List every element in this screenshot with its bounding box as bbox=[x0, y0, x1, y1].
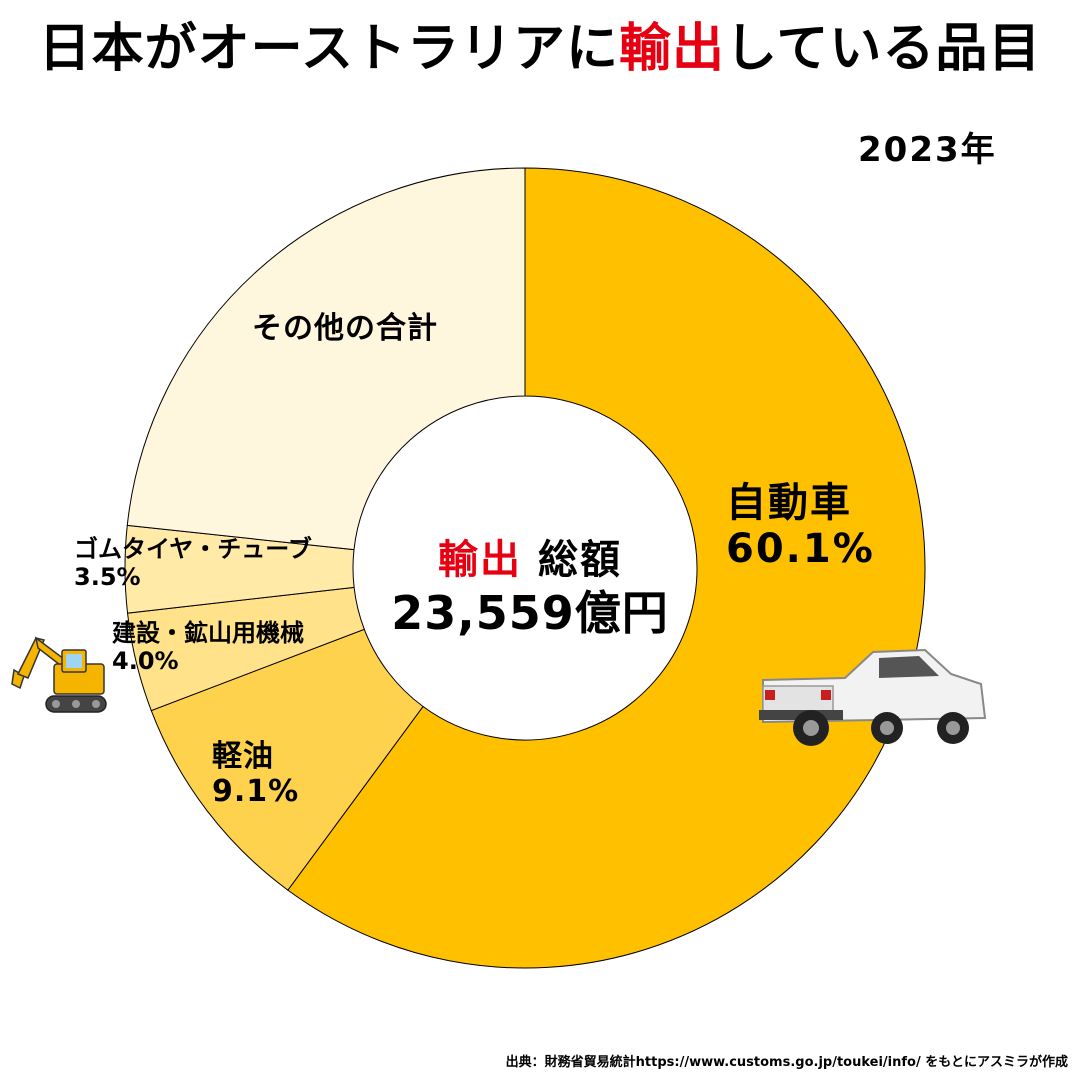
slice-cars bbox=[287, 167, 926, 969]
slice-value-diesel: 9.1% bbox=[212, 773, 300, 809]
slice-value-machinery: 4.0% bbox=[112, 646, 179, 675]
slice-label-tires: ゴムタイヤ・チューブ 3.5% bbox=[74, 535, 312, 591]
slice-label-diesel: 軽油 9.1% bbox=[212, 739, 300, 809]
slice-name-cars: 自動車 bbox=[726, 480, 852, 526]
center-label-highlight: 輸出 bbox=[438, 537, 523, 583]
slice-diesel bbox=[150, 628, 424, 891]
center-summary: 輸出 総額 23,559億円 bbox=[380, 535, 680, 643]
slice-value-cars: 60.1% bbox=[726, 526, 875, 572]
year-label: 2023年 bbox=[858, 130, 997, 170]
pickup-truck-icon bbox=[759, 648, 987, 746]
slice-others bbox=[126, 167, 526, 551]
slice-name-others: その他の合計 bbox=[252, 311, 438, 346]
title-highlight: 輸出 bbox=[618, 19, 725, 79]
slice-name-machinery: 建設・鉱山用機械 bbox=[112, 619, 304, 647]
slice-label-machinery: 建設・鉱山用機械 4.0% bbox=[112, 619, 304, 675]
slice-value-tires: 3.5% bbox=[74, 562, 141, 591]
center-label: 総額 bbox=[537, 537, 622, 583]
slice-name-diesel: 軽油 bbox=[212, 739, 274, 774]
chart-title: 日本がオーストラリアに輸出している品目 bbox=[0, 6, 1080, 81]
source-note: 出典：財務省貿易統計https://www.customs.go.jp/touk… bbox=[505, 1055, 1068, 1070]
slice-name-tires: ゴムタイヤ・チューブ bbox=[74, 535, 312, 563]
slice-label-cars: 自動車 60.1% bbox=[726, 480, 875, 572]
title-part-2: している品目 bbox=[724, 19, 1042, 79]
slice-label-others: その他の合計 bbox=[252, 311, 438, 347]
center-total: 23,559億円 bbox=[391, 586, 669, 640]
title-part-1: 日本がオーストラリアに bbox=[38, 19, 619, 79]
excavator-icon bbox=[11, 636, 107, 713]
